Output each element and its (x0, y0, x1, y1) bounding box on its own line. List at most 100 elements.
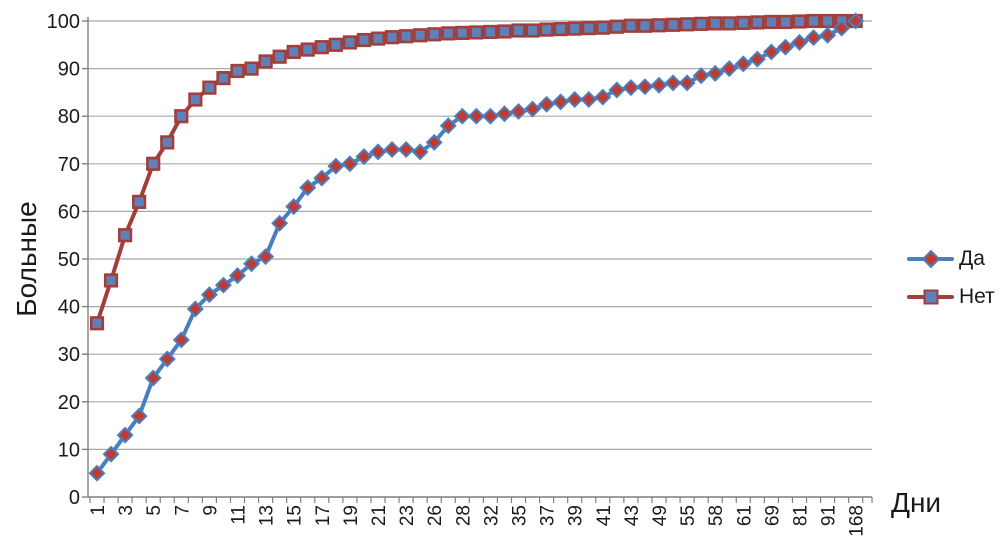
marker-diamond-Да (158, 350, 176, 368)
marker-square-Нет (342, 35, 358, 50)
marker-square-Нет (483, 24, 498, 40)
marker-square-Нет (778, 14, 793, 30)
marker-square-Нет (398, 29, 414, 44)
marker-square-Нет (722, 16, 737, 31)
marker-square-Нет (736, 15, 751, 31)
marker-square-Нет (441, 26, 456, 41)
marker-diamond-Да (762, 43, 780, 61)
marker-diamond-Да (369, 143, 387, 161)
marker-diamond-Да (411, 143, 429, 161)
net-series-swatch (906, 286, 955, 307)
y-tick-label: 10 (58, 439, 80, 461)
marker-square-Нет (581, 21, 596, 36)
marker-square-Нет (525, 23, 540, 38)
x-tick-label: 39 (566, 505, 587, 526)
x-tick-label: 58 (706, 505, 727, 526)
marker-square-Нет (328, 37, 343, 52)
marker-diamond-Да (186, 300, 204, 318)
marker-diamond-Да (243, 255, 261, 273)
x-tick-label: 17 (313, 505, 334, 526)
marker-square-Нет (708, 16, 723, 31)
diamond-marker-icon (921, 249, 940, 268)
marker-square-Нет (679, 17, 695, 32)
marker-square-Нет (132, 194, 147, 209)
marker-diamond-Да (664, 74, 682, 92)
marker-diamond-Да (116, 426, 134, 444)
marker-diamond-Да (622, 79, 640, 97)
marker-square-Нет (497, 24, 512, 39)
marker-diamond-Да (257, 248, 275, 266)
marker-diamond-Да (88, 464, 106, 482)
marker-square-Нет (300, 42, 315, 57)
marker-diamond-Да (524, 100, 542, 118)
marker-diamond-Да (678, 74, 696, 92)
marker-square-Нет (370, 31, 386, 46)
y-tick-label: 80 (58, 106, 80, 128)
legend-item-net: Нет (906, 286, 995, 307)
x-tick-label: 23 (397, 505, 418, 526)
marker-diamond-Да (425, 133, 443, 151)
marker-square-Нет (806, 13, 821, 29)
x-tick-label: 43 (622, 505, 643, 526)
marker-square-Нет (511, 23, 526, 38)
marker-diamond-Да (144, 369, 162, 387)
marker-diamond-Да (102, 445, 120, 463)
marker-diamond-Да (847, 12, 865, 30)
x-tick-label: 7 (172, 505, 193, 516)
marker-square-Нет (469, 25, 484, 40)
marker-square-Нет (216, 71, 231, 86)
marker-square-Нет (665, 17, 681, 32)
marker-diamond-Да (650, 76, 668, 94)
x-tick-label: 32 (481, 505, 502, 526)
marker-square-Нет (637, 18, 653, 33)
marker-square-Нет (356, 32, 372, 48)
marker-diamond-Да (538, 95, 556, 113)
marker-diamond-Да (608, 81, 626, 99)
square-marker-icon (923, 289, 938, 304)
marker-diamond-Да (791, 33, 808, 51)
marker-diamond-Да (327, 157, 345, 175)
marker-square-Нет (286, 44, 301, 60)
x-tick-label: 91 (819, 505, 840, 526)
chart-legend: Да Нет (906, 248, 995, 307)
marker-square-Нет (750, 15, 765, 30)
marker-diamond-Да (833, 19, 851, 37)
marker-square-Нет (427, 27, 442, 42)
y-tick-label: 40 (58, 297, 80, 319)
x-tick-label: 21 (369, 505, 390, 526)
y-tick-label: 100 (47, 11, 80, 33)
x-tick-label: 19 (341, 505, 362, 526)
marker-diamond-Да (285, 198, 303, 216)
marker-diamond-Да (355, 148, 373, 166)
marker-diamond-Да (510, 102, 527, 120)
x-axis-title: Дни (891, 487, 941, 518)
marker-diamond-Да (819, 26, 837, 44)
marker-square-Нет (413, 28, 428, 43)
x-tick-label: 3 (116, 505, 137, 516)
marker-square-Нет (764, 14, 779, 30)
x-tick-label: 168 (847, 505, 868, 537)
marker-diamond-Да (341, 155, 359, 173)
marker-square-Нет (384, 30, 400, 45)
x-tick-label: 41 (594, 505, 615, 526)
y-tick-label: 90 (58, 59, 80, 81)
marker-diamond-Да (734, 55, 752, 73)
x-tick-label: 5 (144, 505, 165, 516)
marker-diamond-Да (299, 179, 317, 197)
marker-square-Нет (244, 61, 259, 76)
x-tick-label: 28 (453, 505, 474, 526)
legend-label-net: Нет (959, 285, 995, 308)
x-tick-label: 1 (88, 505, 109, 516)
marker-diamond-Да (172, 331, 190, 349)
marker-diamond-Да (495, 105, 513, 123)
x-tick-label: 69 (762, 505, 783, 526)
marker-diamond-Да (636, 78, 654, 96)
marker-diamond-Да (481, 107, 499, 125)
y-axis-title: Больные (11, 201, 42, 316)
marker-diamond-Да (313, 169, 331, 187)
marker-square-Нет (694, 16, 709, 31)
x-tick-label: 9 (200, 505, 221, 516)
marker-square-Нет (272, 49, 287, 64)
legend-label-da: Да (959, 247, 985, 270)
